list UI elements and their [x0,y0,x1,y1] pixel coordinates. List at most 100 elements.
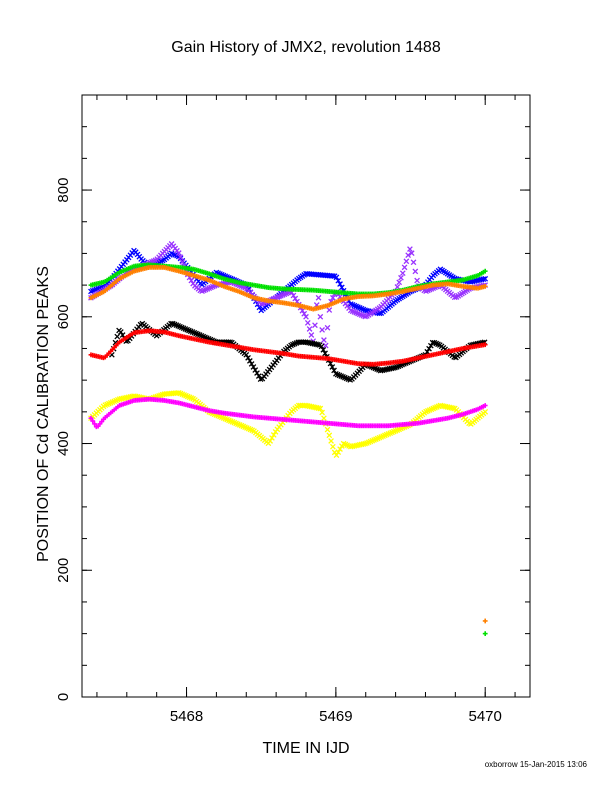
data-point [412,268,419,275]
data-point [335,277,342,284]
data-point [330,443,336,450]
data-point [177,254,184,261]
data-point [248,361,255,367]
data-point [319,409,325,416]
data-point [269,435,275,441]
data-point [303,313,309,320]
data-point [117,329,124,335]
data-point [335,449,342,456]
y-tick-label: 400 [55,431,72,456]
data-point [312,322,318,329]
data-point [328,438,334,444]
data-point [250,364,257,370]
data-point [408,250,415,257]
data-point [337,446,343,452]
chart-title: Gain History of JMX2, revolution 1488 [171,39,441,56]
data-point [319,327,325,333]
data-point [292,295,299,302]
data-point [92,421,97,427]
x-tick-label: 5469 [319,708,352,725]
data-point [321,415,327,422]
data-point [317,405,324,412]
data-point [308,332,315,338]
y-tick-label: 0 [55,693,72,701]
data-point [324,324,331,331]
axes-layer: 5468 5469 5470 0 200 400 600 800 [55,94,530,725]
data-point [255,373,262,379]
data-point [188,277,195,284]
data-point [410,259,417,266]
series-layer [88,241,489,637]
data-point [327,360,334,367]
data-point [317,313,324,320]
data-point [254,370,260,376]
data-point [326,307,333,313]
y-tick-label: 600 [55,304,72,329]
data-point [482,283,488,289]
data-point [333,452,340,459]
data-point [426,345,432,352]
y-axis-label: POSITION OF Cd CALIBRATION PEAKS [35,266,52,562]
data-point [338,284,345,291]
data-point [482,268,488,274]
y-tick-label: 200 [55,558,72,583]
data-point [333,274,340,281]
data-point [315,341,321,348]
data-point [175,250,182,256]
series-7 [88,396,488,430]
data-point [315,294,322,301]
data-point [290,292,297,299]
data-point [330,294,336,301]
data-point [482,403,488,408]
series-5 [88,328,488,367]
data-point [245,354,251,361]
data-point [114,333,121,340]
plot-frame [81,94,531,698]
data-point [320,347,327,353]
data-point [405,252,412,259]
data-point [401,264,408,271]
x-axis-label: TIME IN IJD [262,740,349,757]
data-point [270,432,277,438]
series-3 [88,264,488,312]
data-point [337,281,343,287]
legend-marker-1 [482,631,488,637]
data-point [246,358,253,364]
data-point [398,274,404,281]
data-point [245,286,252,293]
data-point [90,418,96,424]
data-point [88,415,94,421]
data-point [482,275,489,282]
data-point [324,426,331,433]
data-point [396,279,403,286]
data-point [321,337,327,343]
data-point [480,276,487,283]
data-point [329,364,336,370]
data-point [330,273,336,279]
data-point [252,367,259,373]
data-point [322,350,328,357]
data-point [451,294,458,301]
data-point [267,438,274,444]
legend-marker-0 [482,618,488,624]
data-point [482,342,488,348]
data-point [304,320,311,326]
x-tick-label: 5470 [469,708,502,725]
data-point [403,258,410,265]
data-point [407,246,413,252]
data-point [243,351,250,358]
data-point [301,310,308,317]
data-point [399,270,406,277]
data-point [322,342,329,349]
data-point [326,432,333,439]
x-tick-label: 5468 [170,708,203,725]
data-point [482,408,489,415]
data-point [306,326,313,332]
data-point [450,405,456,412]
data-point [318,343,325,350]
series-6 [88,389,489,459]
data-point [179,258,186,265]
data-point [414,277,420,284]
y-tick-label: 800 [55,178,72,203]
